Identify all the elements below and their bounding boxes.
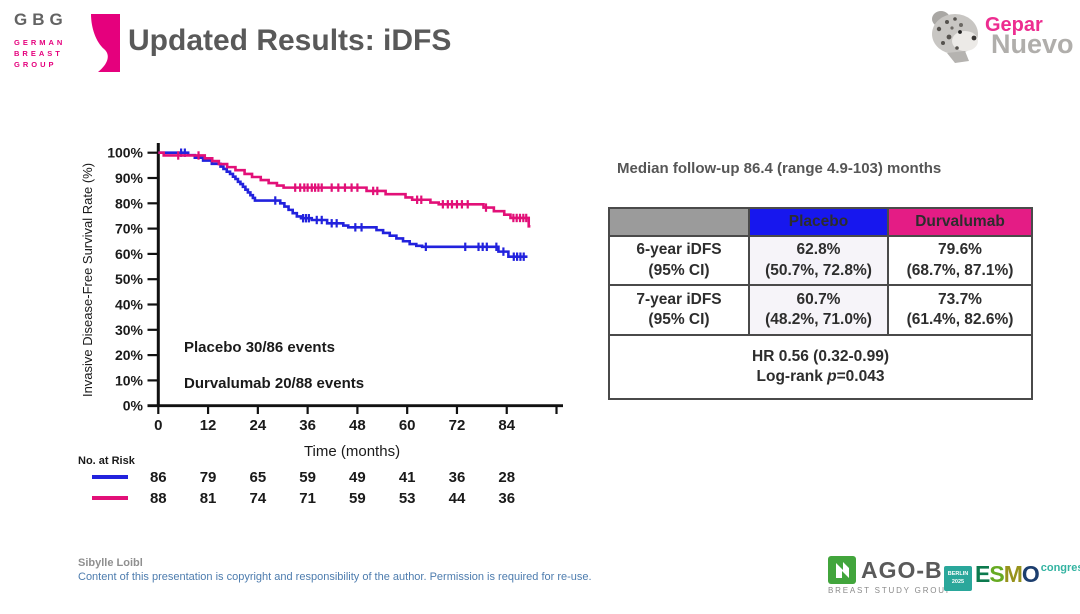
results-header-durvalumab: Durvalumab [887, 207, 1033, 237]
placebo-risk-value: 86 [150, 469, 167, 486]
y-tick-label: 90% [115, 170, 144, 186]
placebo-risk-value: 41 [399, 469, 416, 486]
results-row-7year: 7-year iDFS (95% CI) 60.7% (48.2%, 71.0%… [608, 284, 1033, 336]
value-6year-durvalumab: 79.6% [938, 241, 982, 259]
y-tick-label: 70% [115, 221, 144, 237]
placebo-risk-value: 49 [349, 469, 366, 486]
esmo-congress-text: congress [1040, 562, 1080, 574]
placebo-risk-value: 79 [200, 469, 217, 486]
gbg-ribbon-icon [91, 14, 120, 72]
y-tick-label: 30% [115, 322, 144, 338]
results-header-placebo: Placebo [748, 207, 889, 237]
ci-6year-durvalumab: (68.7%, 87.1%) [906, 261, 1014, 279]
durvalumab-risk-value: 74 [250, 490, 267, 507]
page-title: Updated Results: iDFS [128, 24, 452, 57]
median-followup-text: Median follow-up 86.4 (range 4.9-103) mo… [617, 160, 942, 177]
y-tick-label: 80% [115, 195, 144, 211]
author-name: Sibylle Loibl [78, 557, 143, 569]
ci-7year-durvalumab: (61.4%, 82.6%) [906, 311, 1014, 328]
esmo-berlin-badge: BERLIN 2025 [944, 566, 972, 591]
agob-name: AGO-B [861, 556, 943, 583]
value-6year-placebo: 62.8% [796, 241, 841, 259]
ci-7year-placebo: (48.2%, 71.0%) [765, 311, 872, 328]
cell-6year-placebo: 62.8% (50.7%, 72.8%) [748, 235, 889, 286]
x-tick-label: 0 [154, 417, 162, 434]
agob-logo: AGO-B BREAST STUDY GROUP [828, 556, 954, 595]
gbg-word-breast: BREAST [14, 48, 63, 58]
row-label-6year-ci: (95% CI) [648, 261, 710, 279]
y-tick-label: 10% [115, 372, 144, 388]
placebo-legend-label: Placebo 30/86 events [184, 339, 335, 356]
durvalumab-risk-value: 53 [399, 490, 416, 507]
x-tick-label: 60 [399, 417, 416, 434]
y-tick-label: 60% [115, 246, 144, 262]
hr-value: HR 0.56 (0.32-0.99) [752, 347, 889, 365]
geparnuevo-logo: Gepar Nuevo [925, 5, 1075, 65]
row-label-6year-main: 6-year iDFS [636, 241, 722, 259]
durvalumab-risk-value: 59 [349, 490, 366, 507]
placebo-risk-value: 65 [250, 469, 267, 486]
y-tick-label: 0% [123, 398, 144, 414]
gbg-word-german: GERMAN [14, 38, 66, 47]
durvalumab-risk-value: 44 [449, 490, 466, 507]
results-row-6year: 6-year iDFS (95% CI) 62.8% (50.7%, 72.8%… [608, 235, 1033, 286]
durvalumab-risk-value: 36 [498, 490, 515, 507]
copyright-notice: Content of this presentation is copyrigh… [78, 571, 592, 583]
agob-subtitle: BREAST STUDY GROUP [828, 586, 954, 595]
x-tick-label: 12 [200, 417, 217, 434]
y-tick-label: 100% [107, 145, 143, 161]
esmo-logo: BERLIN 2025 E S M O congress [944, 561, 1080, 591]
value-7year-durvalumab: 73.7% [938, 290, 982, 308]
hr-logrank-cell: HR 0.56 (0.32-0.99) Log-rank p=0.043 [608, 334, 1033, 400]
cell-6year-durvalumab: 79.6% (68.7%, 87.1%) [887, 235, 1033, 286]
ci-6year-placebo: (50.7%, 72.8%) [765, 261, 872, 279]
cell-7year-durvalumab: 73.7% (61.4%, 82.6%) [887, 284, 1033, 336]
esmo-wordmark: E S M O [975, 561, 1040, 587]
placebo-risk-value: 36 [449, 469, 466, 486]
value-7year-placebo: 60.7% [796, 290, 841, 308]
row-label-7year-ci: (95% CI) [648, 311, 710, 328]
y-axis-title: Invasive Disease-Free Survival Rate (%) [80, 163, 95, 397]
leopard-icon [932, 11, 978, 63]
results-table: Placebo Durvalumab 6-year iDFS (95% CI) … [608, 207, 1033, 400]
row-label-7year: 7-year iDFS (95% CI) [608, 284, 750, 336]
x-tick-label: 72 [449, 417, 466, 434]
durvalumab-risk-value: 71 [299, 490, 316, 507]
results-header-empty [608, 207, 750, 237]
logrank-value: Log-rank p=0.043 [756, 368, 885, 385]
x-axis-title: Time (months) [304, 443, 400, 460]
placebo-curve [158, 151, 528, 258]
durvalumab-curve [158, 151, 531, 228]
x-tick-label: 48 [349, 417, 366, 434]
results-header-row: Placebo Durvalumab [608, 207, 1033, 237]
gbg-acronym: GBG [14, 10, 68, 29]
cell-7year-placebo: 60.7% (48.2%, 71.0%) [748, 284, 889, 336]
gbg-logo: GBG GERMAN BREAST GROUP [14, 10, 124, 72]
y-tick-label: 20% [115, 347, 144, 363]
durvalumab-legend-label: Durvalumab 20/88 events [184, 375, 364, 392]
durvalumab-risk-value: 81 [200, 490, 217, 507]
km-chart: 0% 10% 20% 30% 40% 50% 60% 70% 80% 90% 100% 0 12 24 36… [78, 143, 563, 507]
nuevo-text: Nuevo [991, 29, 1074, 59]
placebo-risk-value: 59 [299, 469, 316, 486]
x-tick-label: 24 [250, 417, 267, 434]
y-tick-label: 50% [115, 271, 144, 287]
gbg-wordmark: GERMAN BREAST GROUP [14, 38, 124, 71]
gepar-text: Gepar [985, 14, 1043, 36]
gbg-word-group: GROUP [14, 59, 57, 69]
durvalumab-risk-value: 88 [150, 490, 167, 507]
placebo-risk-value: 28 [498, 469, 515, 486]
agob-icon [828, 556, 856, 584]
x-tick-label: 84 [498, 417, 515, 434]
row-label-7year-main: 7-year iDFS [636, 290, 722, 308]
results-footer-row: HR 0.56 (0.32-0.99) Log-rank p=0.043 [608, 334, 1033, 400]
no-at-risk-label: No. at Risk [78, 455, 136, 467]
x-tick-label: 36 [299, 417, 316, 434]
y-tick-label: 40% [115, 297, 144, 313]
row-label-6year: 6-year iDFS (95% CI) [608, 235, 750, 286]
